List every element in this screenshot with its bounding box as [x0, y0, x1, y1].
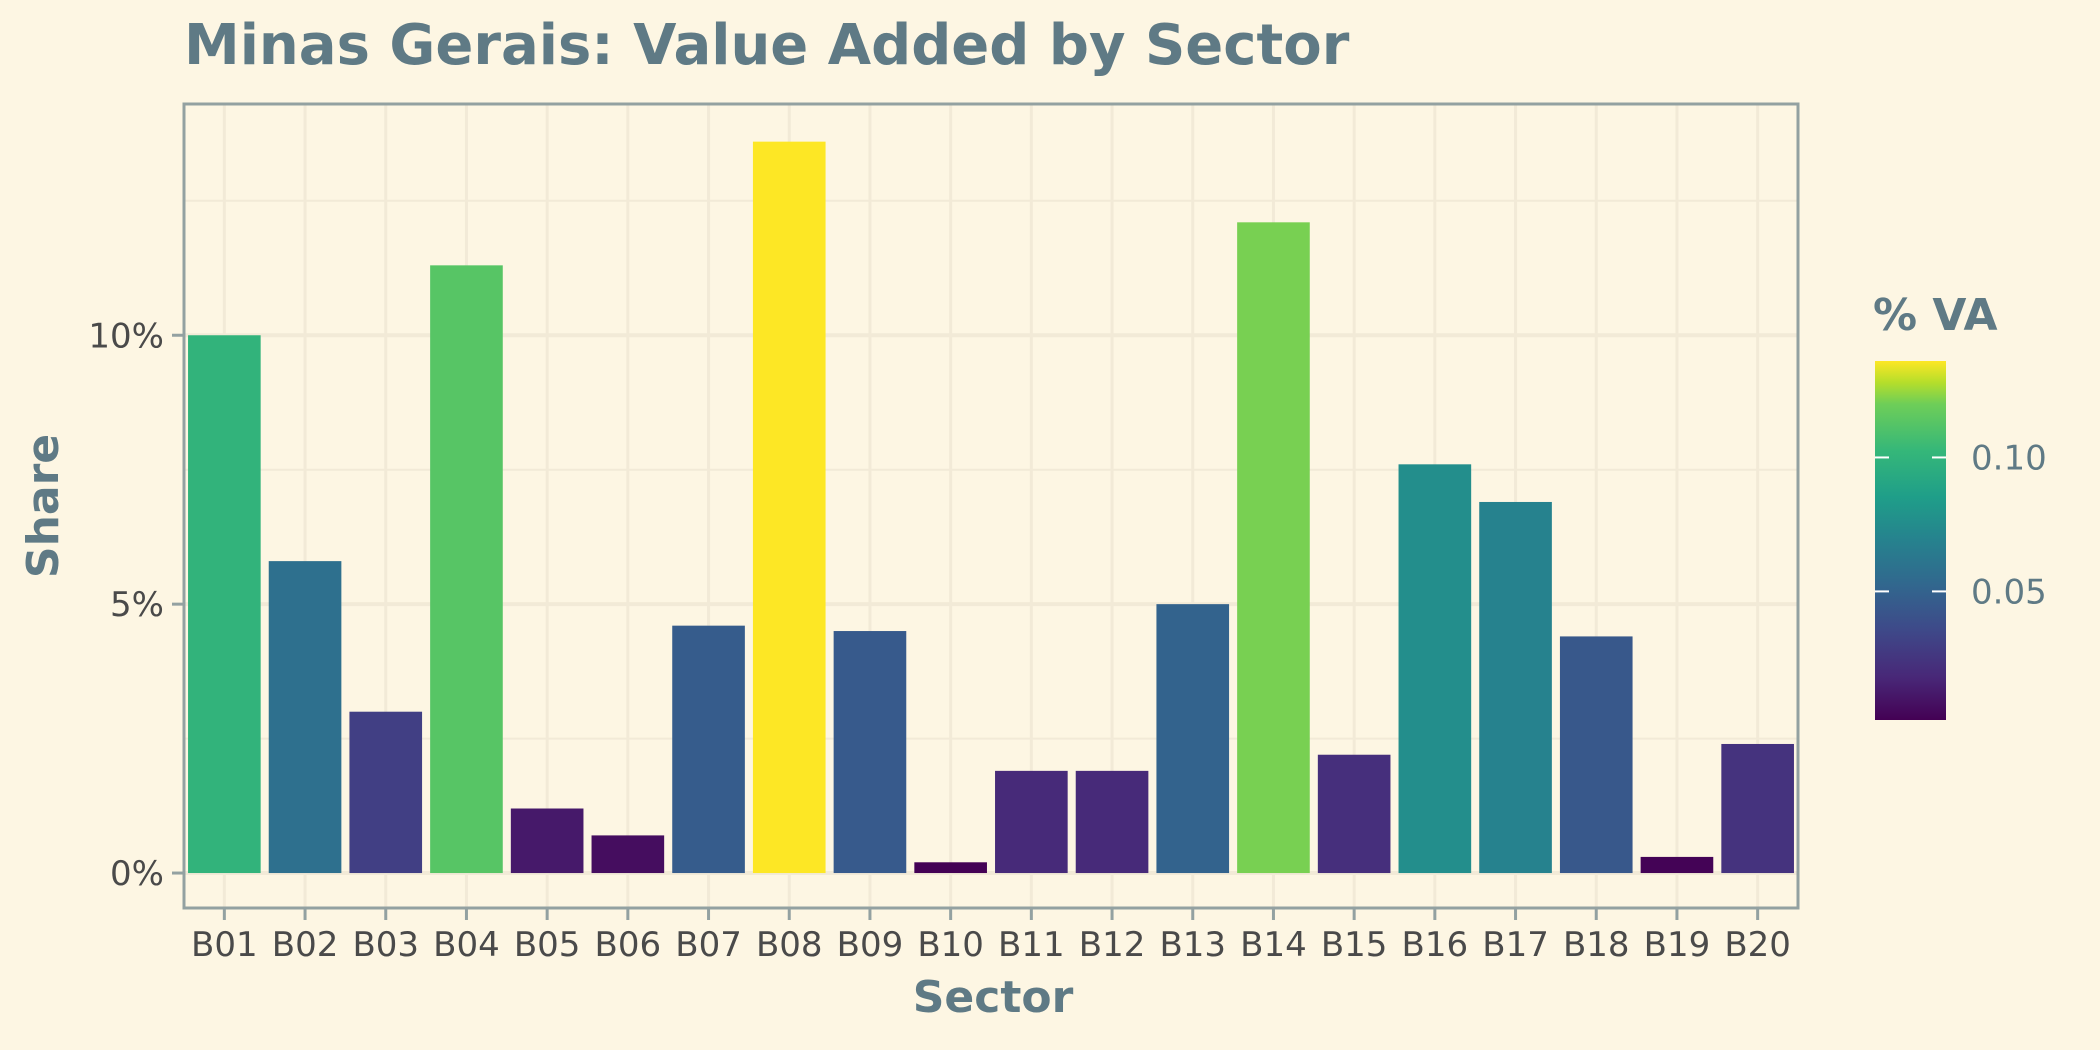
- colorbar: [1875, 361, 1946, 720]
- x-tick-label: B01: [191, 925, 258, 965]
- x-tick-label: B15: [1321, 925, 1388, 965]
- bar-b14: [1237, 222, 1310, 874]
- bar-b06: [591, 835, 665, 874]
- x-tick-label: B20: [1724, 925, 1791, 965]
- bar-b15: [1317, 754, 1391, 874]
- legend-title: % VA: [1873, 290, 1998, 341]
- color-legend: % VA 0.05 0.10: [1873, 290, 2047, 720]
- bar-b07: [672, 625, 745, 874]
- y-tick-label: 10%: [88, 316, 164, 356]
- bar-b08: [752, 141, 826, 874]
- x-tick-label: B14: [1240, 925, 1307, 965]
- bars: [188, 141, 1794, 874]
- x-tick-label: B03: [352, 925, 419, 965]
- x-axis-title: Sector: [913, 972, 1074, 1023]
- colorbar-tick-label: 0.05: [1971, 572, 2047, 612]
- bar-b03: [349, 711, 423, 874]
- x-tick-label: B19: [1644, 925, 1711, 965]
- plot-area: [184, 104, 1798, 908]
- plot-border: [182, 102, 1800, 910]
- y-axis-title: Share: [18, 434, 69, 578]
- x-tick-label: B05: [514, 925, 581, 965]
- x-tick-label: B04: [433, 925, 500, 965]
- bar-b09: [833, 631, 907, 874]
- x-tick-label: B08: [756, 925, 823, 965]
- bar-b16: [1398, 464, 1472, 874]
- bar-b10: [914, 862, 987, 874]
- bar-b19: [1640, 856, 1714, 874]
- bar-b05: [510, 808, 584, 874]
- bar-b13: [1156, 604, 1230, 874]
- x-tick-label: B02: [272, 925, 339, 965]
- x-tick-label: B18: [1563, 925, 1630, 965]
- axes: [182, 102, 1800, 910]
- x-tick-label: B17: [1482, 925, 1549, 965]
- bar-b04: [430, 265, 503, 874]
- bar-b02: [268, 561, 342, 874]
- bar-b17: [1479, 501, 1552, 874]
- bar-b20: [1721, 743, 1794, 874]
- x-tick-label: B07: [675, 925, 742, 965]
- x-tick-label: B06: [595, 925, 662, 965]
- bar-b11: [995, 770, 1068, 874]
- colorbar-tick-label: 0.10: [1971, 438, 2047, 478]
- bar-b18: [1559, 636, 1633, 874]
- x-tick-label: B10: [917, 925, 984, 965]
- x-tick-labels: B01 B02 B03 B04 B05 B06 B07 B08 B09 B10 B11 B12 B13 B…: [191, 908, 1791, 965]
- y-tick-labels: 0% 5% 10%: [88, 316, 184, 894]
- x-tick-label: B16: [1402, 925, 1469, 965]
- plot-background: [184, 104, 1798, 908]
- x-tick-label: B11: [998, 925, 1065, 965]
- bar-b12: [1075, 770, 1149, 874]
- x-tick-label: B12: [1079, 925, 1146, 965]
- x-tick-label: B09: [837, 925, 904, 965]
- chart-title: Minas Gerais: Value Added by Sector: [184, 13, 1350, 78]
- x-tick-label: B13: [1159, 925, 1226, 965]
- bar-b01: [188, 335, 261, 874]
- y-tick-label: 0%: [110, 854, 164, 894]
- colorbar-ticks: 0.05 0.10: [1875, 438, 2047, 612]
- y-tick-label: 5%: [110, 585, 164, 625]
